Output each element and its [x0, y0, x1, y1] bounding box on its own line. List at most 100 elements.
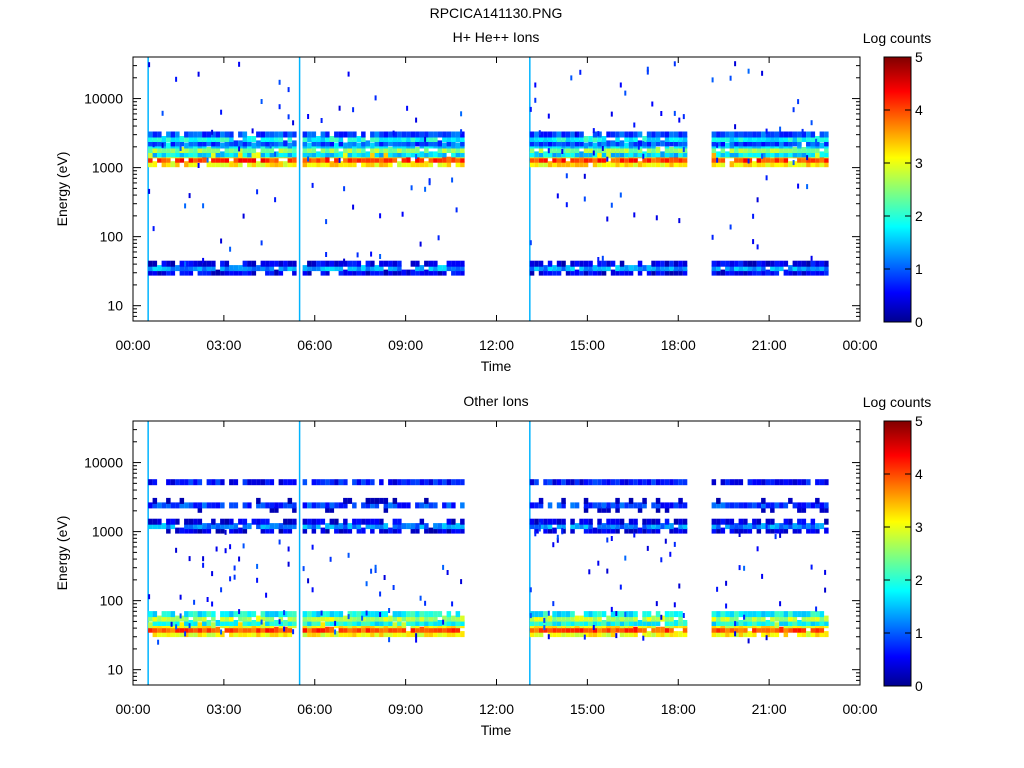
spectrogram-cell — [529, 147, 535, 153]
spectrogram-cell — [283, 151, 288, 158]
spectrogram-cell — [797, 156, 802, 163]
spectrogram-cell — [251, 518, 257, 525]
spectrogram-cell — [206, 631, 212, 638]
spectrogram-cell — [193, 620, 198, 626]
spectrogram-cell — [624, 131, 629, 138]
spectrogram-cell — [783, 626, 789, 633]
spectrogram-cell — [193, 131, 198, 138]
spectrogram-cell — [242, 626, 248, 633]
spectrogram-cell — [583, 527, 589, 534]
spectrogram-cell — [583, 265, 589, 272]
spectrogram-cell — [729, 631, 735, 638]
spectrogram-cell — [637, 147, 643, 153]
spectrogram-cell — [678, 631, 683, 638]
spectrogram-cell — [188, 479, 194, 486]
spectrogram-cell — [729, 611, 735, 618]
spectrogram-cell — [193, 147, 198, 153]
spectrogram-cell — [583, 506, 589, 513]
spectrogram-cell — [374, 147, 380, 153]
spectrogram-cell — [534, 615, 539, 622]
spectrogram-cell — [792, 136, 798, 142]
spectrogram-cell — [229, 479, 234, 486]
spectrogram-cell — [419, 140, 425, 147]
spectrogram-cell — [175, 161, 180, 168]
spectrogram-cell — [651, 631, 656, 638]
spectrogram-cell — [628, 631, 634, 638]
spectrogram-cell — [206, 157, 209, 163]
spectrogram-cell — [529, 631, 535, 638]
spectrogram-cell — [442, 142, 447, 149]
spectrogram-cell — [682, 140, 688, 147]
spectrogram-cell — [734, 124, 737, 130]
x-tick-label: 03:00 — [206, 337, 241, 353]
spectrogram-cell — [529, 136, 535, 142]
spectrogram-cell — [761, 156, 766, 163]
spectrogram-cell — [419, 265, 425, 272]
spectrogram-cell — [556, 136, 562, 142]
spectrogram-cell — [756, 620, 762, 626]
spectrogram-cell — [175, 136, 180, 142]
spectrogram-cell — [206, 502, 212, 509]
spectrogram-cell — [774, 527, 780, 534]
spectrogram-cell — [320, 136, 326, 142]
spectrogram-cell — [747, 265, 753, 272]
spectrogram-cell — [664, 615, 670, 622]
spectrogram-cell — [765, 631, 771, 638]
spectrogram-cell — [738, 147, 744, 153]
colorbar-label: Log counts — [863, 30, 932, 46]
spectrogram-cell — [193, 518, 198, 525]
spectrogram-cell — [265, 479, 270, 486]
spectrogram-cell — [552, 615, 557, 622]
spectrogram-cell — [716, 157, 719, 163]
spectrogram-cell — [197, 71, 200, 77]
spectrogram-cell — [815, 161, 820, 168]
spectrogram-cell — [170, 260, 176, 267]
spectrogram-cell — [765, 523, 768, 529]
spectrogram-cell — [388, 156, 393, 163]
spectrogram-cell — [260, 136, 266, 142]
spectrogram-cell — [678, 523, 683, 530]
spectrogram-cell — [211, 571, 214, 577]
spectrogram-cell — [597, 152, 602, 159]
spectrogram-cell — [437, 611, 443, 618]
spectrogram-cell — [633, 479, 638, 486]
spectrogram-cell — [538, 615, 544, 622]
spectrogram-cell — [574, 631, 580, 638]
spectrogram-cell — [774, 151, 780, 158]
spectrogram-cell — [406, 502, 411, 509]
spectrogram-cell — [406, 161, 411, 168]
spectrogram-cell — [646, 140, 652, 147]
spectrogram-cell — [202, 265, 207, 272]
spectrogram-cell — [574, 161, 580, 168]
spectrogram-cell — [220, 260, 225, 267]
spectrogram-cell — [646, 518, 652, 525]
spectrogram-cell — [660, 111, 663, 116]
spectrogram-cell — [752, 269, 757, 276]
spectrogram-cell — [433, 620, 438, 626]
spectrogram-cell — [747, 156, 753, 163]
spectrogram-cell — [406, 615, 411, 622]
spectrogram-cell — [624, 527, 629, 534]
spectrogram-cell — [655, 506, 661, 513]
spectrogram-cell — [442, 619, 445, 625]
spectrogram-cell — [460, 151, 465, 158]
spectrogram-cell — [170, 136, 176, 142]
spectrogram-cell — [747, 147, 753, 153]
spectrogram-cell — [287, 497, 293, 504]
spectrogram-cell — [343, 260, 348, 267]
spectrogram-cell — [383, 152, 389, 159]
spectrogram-cell — [716, 269, 721, 276]
spectrogram-cell — [370, 611, 375, 618]
spectrogram-cell — [157, 147, 162, 153]
spectrogram-cell — [265, 592, 268, 598]
spectrogram-cell — [229, 544, 232, 550]
spectrogram-cell — [166, 136, 171, 142]
spectrogram-cell — [233, 147, 239, 153]
spectrogram-cell — [374, 136, 380, 142]
spectrogram-cell — [619, 147, 625, 153]
spectrogram-cell — [397, 502, 402, 509]
spectrogram-cell — [356, 147, 362, 153]
spectrogram-cell — [419, 620, 425, 626]
spectrogram-cell — [269, 265, 275, 272]
spectrogram-cell — [184, 260, 189, 267]
